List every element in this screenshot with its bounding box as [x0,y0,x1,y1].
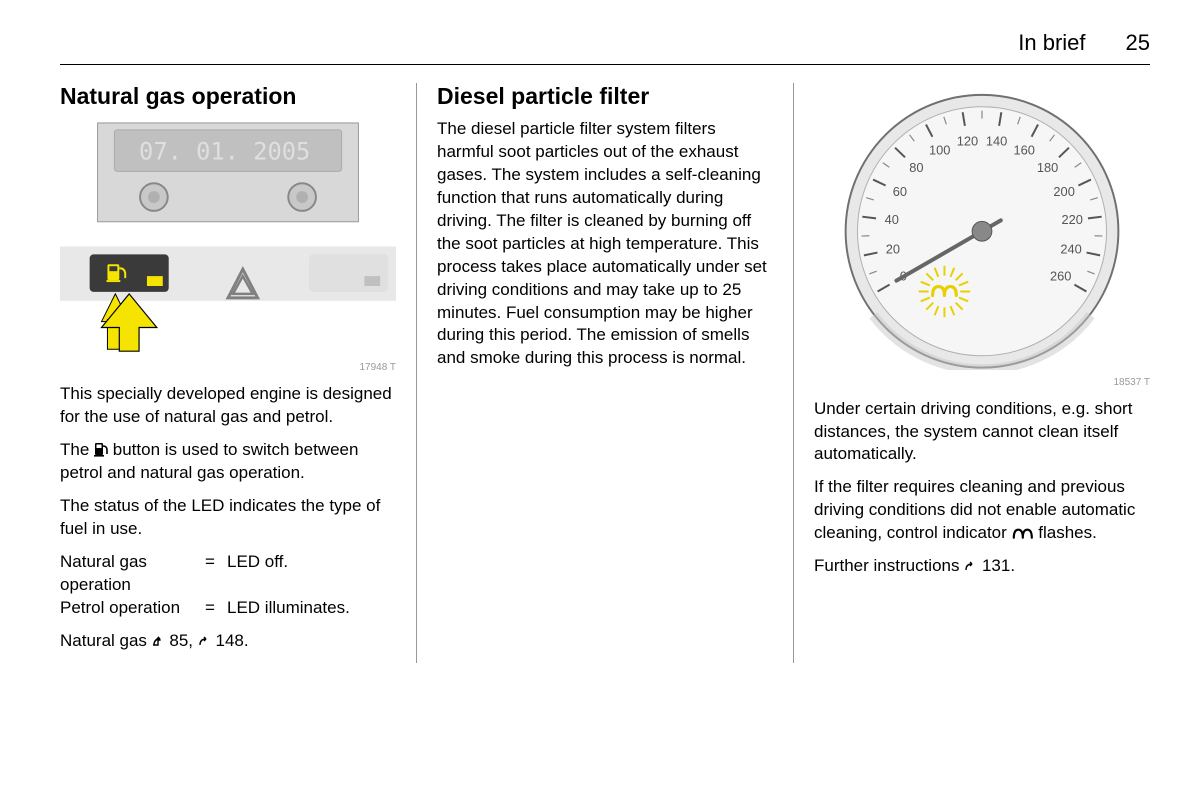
svg-text:260: 260 [1050,269,1071,284]
speedometer-figure: 020406080100120140160180200220240260 185… [814,83,1150,388]
svg-text:160: 160 [1014,143,1035,158]
dpf-p3-b: flashes. [1034,523,1097,542]
dpf-para-2: Under certain driving conditions, e.g. s… [814,398,1150,467]
status-value: LED off. [227,551,396,597]
chapter-title: In brief [1018,30,1085,56]
content-columns: Natural gas operation 07. 01. 2005 [60,83,1150,663]
status-label: Natural gas operation [60,551,205,597]
xref-a: Natural gas [60,631,152,650]
svg-text:100: 100 [929,143,950,158]
svg-text:40: 40 [885,212,899,227]
ng-para-3: The status of the LED indicates the type… [60,495,396,541]
xref-c: 148. [211,631,249,650]
table-row: Natural gas operation = LED off. [60,551,396,597]
svg-text:220: 220 [1062,212,1083,227]
dpf-xref: Further instructions 131. [814,555,1150,578]
table-row: Petrol operation = LED illuminates. [60,597,396,620]
column-1: Natural gas operation 07. 01. 2005 [60,83,416,663]
svg-text:80: 80 [909,160,923,175]
equals-sign: = [205,597,227,620]
fuel-pump-icon [94,441,108,457]
xref-b: 85, [165,631,198,650]
ng-para-1: This specially developed engine is desig… [60,383,396,429]
dpf-xref-a: Further instructions [814,556,964,575]
status-label: Petrol operation [60,597,205,620]
page-number: 25 [1126,30,1150,56]
natural-gas-heading: Natural gas operation [60,83,396,110]
dpf-para-1: The diesel particle filter system filter… [437,118,773,370]
status-value: LED illuminates. [227,597,396,620]
svg-text:07. 01. 2005: 07. 01. 2005 [139,138,310,166]
ng-para-2: The button is used to switch between pet… [60,439,396,485]
xref-arrow-icon [152,635,165,647]
dpf-xref-b: 131. [977,556,1015,575]
natural-gas-figure: 07. 01. 2005 [60,118,396,373]
svg-text:240: 240 [1060,241,1081,256]
svg-text:60: 60 [893,184,907,199]
column-2: Diesel particle filter The diesel partic… [416,83,793,663]
svg-text:20: 20 [886,241,900,256]
svg-text:200: 200 [1053,184,1074,199]
speedometer-illustration: 020406080100120140160180200220240260 [814,83,1150,370]
column-3: 020406080100120140160180200220240260 185… [793,83,1150,663]
xref-arrow-icon [198,635,211,647]
svg-text:120: 120 [957,133,978,148]
xref-arrow-icon [964,560,977,572]
dpf-heading: Diesel particle filter [437,83,773,110]
equals-sign: = [205,551,227,597]
dpf-coil-icon [1012,527,1034,541]
page-header: In brief 25 [60,30,1150,65]
ng-xref: Natural gas 85, 148. [60,630,396,653]
dpf-para-3: If the filter requires cleaning and prev… [814,476,1150,545]
ng-p2-a: The [60,440,94,459]
dashboard-illustration: 07. 01. 2005 [60,118,396,355]
figure-caption-2: 18537 T [814,377,1150,388]
svg-text:180: 180 [1037,160,1058,175]
fuel-status-table: Natural gas operation = LED off. Petrol … [60,551,396,620]
figure-caption-1: 17948 T [60,362,396,373]
svg-text:140: 140 [986,133,1007,148]
